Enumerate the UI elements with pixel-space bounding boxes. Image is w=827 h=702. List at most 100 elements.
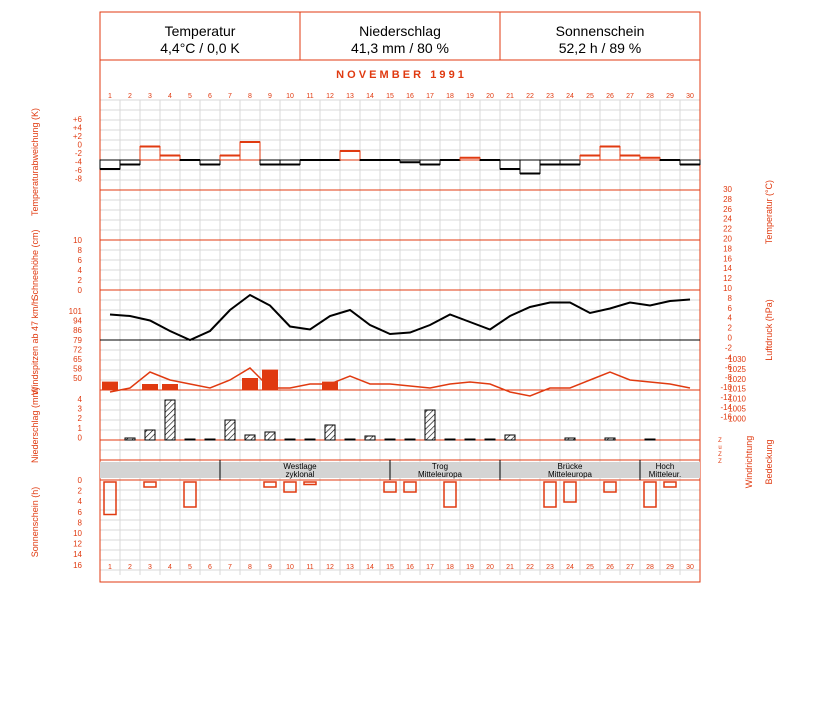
temperature-tick: 2 <box>728 324 733 333</box>
day-label-top: 28 <box>646 93 654 100</box>
temperature-tick: 6 <box>728 304 733 313</box>
snow-tick: 10 <box>73 236 82 245</box>
precip-bar <box>304 438 316 441</box>
day-label-bottom: 5 <box>188 564 192 571</box>
precip-bar <box>604 437 616 441</box>
sunshine-bar <box>543 481 557 508</box>
wind-gust-bar <box>242 378 258 390</box>
temperature-tick: 12 <box>723 274 732 283</box>
day-label-top: 15 <box>386 93 394 100</box>
weather-type-label: Brücke <box>558 462 583 471</box>
pressure-tick: 1020 <box>728 375 746 384</box>
precip-bar <box>504 434 516 441</box>
temperature-tick: 20 <box>723 235 732 244</box>
precip-bar <box>484 438 496 441</box>
day-label-bottom: 15 <box>386 564 394 571</box>
precip-bar <box>424 409 436 441</box>
sunshine-bar <box>263 481 277 488</box>
sunshine-bar <box>183 481 197 508</box>
sunshine-value: 52,2 h / 89 % <box>558 40 642 56</box>
precip-bar <box>264 431 276 441</box>
data-marks <box>99 141 701 516</box>
wind-direction-tick: u <box>718 445 721 451</box>
pressure-tick: 1015 <box>728 385 746 394</box>
precipitation-title: Niederschlag <box>359 23 441 39</box>
temp-anomaly-bar <box>139 146 161 161</box>
temperature-tick: 30 <box>723 185 732 194</box>
temperature-tick: 14 <box>723 264 732 273</box>
wind-gust-bar <box>142 384 158 390</box>
day-label-bottom: 18 <box>446 564 454 571</box>
day-label-top: 23 <box>546 93 554 100</box>
day-label-bottom: 14 <box>366 564 374 571</box>
sunshine-tick: 0 <box>78 476 83 485</box>
sunshine-tick: 12 <box>73 540 82 549</box>
sunshine-bar <box>143 481 157 488</box>
weather-type-label: Westlage <box>283 462 317 471</box>
sunshine-tick: 6 <box>78 508 83 517</box>
month-title: N O V E M B E R 1 9 9 1 <box>336 69 464 81</box>
sunshine-bar <box>403 481 417 493</box>
sunshine-tick: 2 <box>78 487 83 496</box>
temp-anomaly-bar <box>499 159 521 170</box>
day-label-top: 26 <box>606 93 614 100</box>
temp-anomaly-bar <box>99 159 121 170</box>
sunshine-title: Sonnenschein <box>555 23 645 39</box>
pressure-tick: 1030 <box>728 355 746 364</box>
precip-bar <box>184 438 196 441</box>
temp-anomaly-tick: +4 <box>73 124 83 133</box>
sunshine-summary: Sonnenschein 52,2 h / 89 % <box>500 12 700 60</box>
day-label-bottom: 21 <box>506 564 514 571</box>
day-label-top: 25 <box>586 93 594 100</box>
day-label-top: 17 <box>426 93 434 100</box>
precip-bar <box>164 399 176 441</box>
pressure-tick: 1025 <box>728 365 746 374</box>
temp-anomaly-tick: +6 <box>73 115 83 124</box>
snow-tick: 0 <box>78 286 83 295</box>
wind-gust-bar <box>162 384 178 390</box>
sunshine-bar <box>303 481 317 486</box>
temp-anomaly-axis-label: Temperaturabweichung (K) <box>30 108 40 216</box>
day-label-bottom: 17 <box>426 564 434 571</box>
day-label-bottom: 13 <box>346 564 354 571</box>
precip-bar <box>564 437 576 441</box>
snow-tick: 6 <box>78 256 83 265</box>
wind-direction-tick: Z <box>718 452 722 458</box>
temperature-axis-label: Temperatur (°C) <box>764 180 774 244</box>
precip-tick: 3 <box>78 405 83 414</box>
temperature-tick: 4 <box>728 314 733 323</box>
wind-gust-tick: 101 <box>69 307 83 316</box>
day-label-top: 10 <box>286 93 294 100</box>
weather-type-label: Mitteleuropa <box>418 470 463 479</box>
temp-anomaly-tick: -6 <box>75 166 83 175</box>
precip-bar <box>284 438 296 441</box>
sunshine-tick: 16 <box>73 561 82 570</box>
snow-tick: 4 <box>78 266 83 275</box>
temperature-tick: -16 <box>720 413 732 422</box>
weather-type-label: Mitteleuropa <box>548 470 593 479</box>
day-label-top: 9 <box>268 93 272 100</box>
day-label-bottom: 11 <box>306 564 313 571</box>
wind-gust-tick: 72 <box>73 345 82 354</box>
temperature-summary: Temperatur 4,4°C / 0,0 K <box>100 12 300 60</box>
precipitation-summary: Niederschlag 41,3 mm / 80 % <box>300 12 500 60</box>
wind-gust-axis-label: Windspitzen ab 47 km/h <box>30 299 40 395</box>
temperature-tick: 16 <box>723 254 732 263</box>
sunshine-bar <box>663 481 677 488</box>
day-label-top: 16 <box>406 93 414 100</box>
day-label-top: 29 <box>666 93 674 100</box>
temperature-tick: -10 <box>720 383 732 392</box>
sunshine-axis-label: Sonnenschein (h) <box>30 487 40 558</box>
weather-type-label: Trog <box>432 462 448 471</box>
temperature-line <box>109 367 691 397</box>
day-label-top: 22 <box>526 93 534 100</box>
snow-axis-label: Schneehöhe (cm) <box>30 229 40 300</box>
pressure-tick: 1000 <box>728 414 746 423</box>
precipitation-value: 41,3 mm / 80 % <box>350 40 450 56</box>
pressure-line <box>109 293 691 342</box>
temperature-title: Temperatur <box>164 23 236 39</box>
day-label-bottom: 19 <box>466 564 474 571</box>
sunshine-tick: 14 <box>73 550 82 559</box>
temperature-tick: 18 <box>723 244 732 253</box>
sunshine-tick: 10 <box>73 529 82 538</box>
